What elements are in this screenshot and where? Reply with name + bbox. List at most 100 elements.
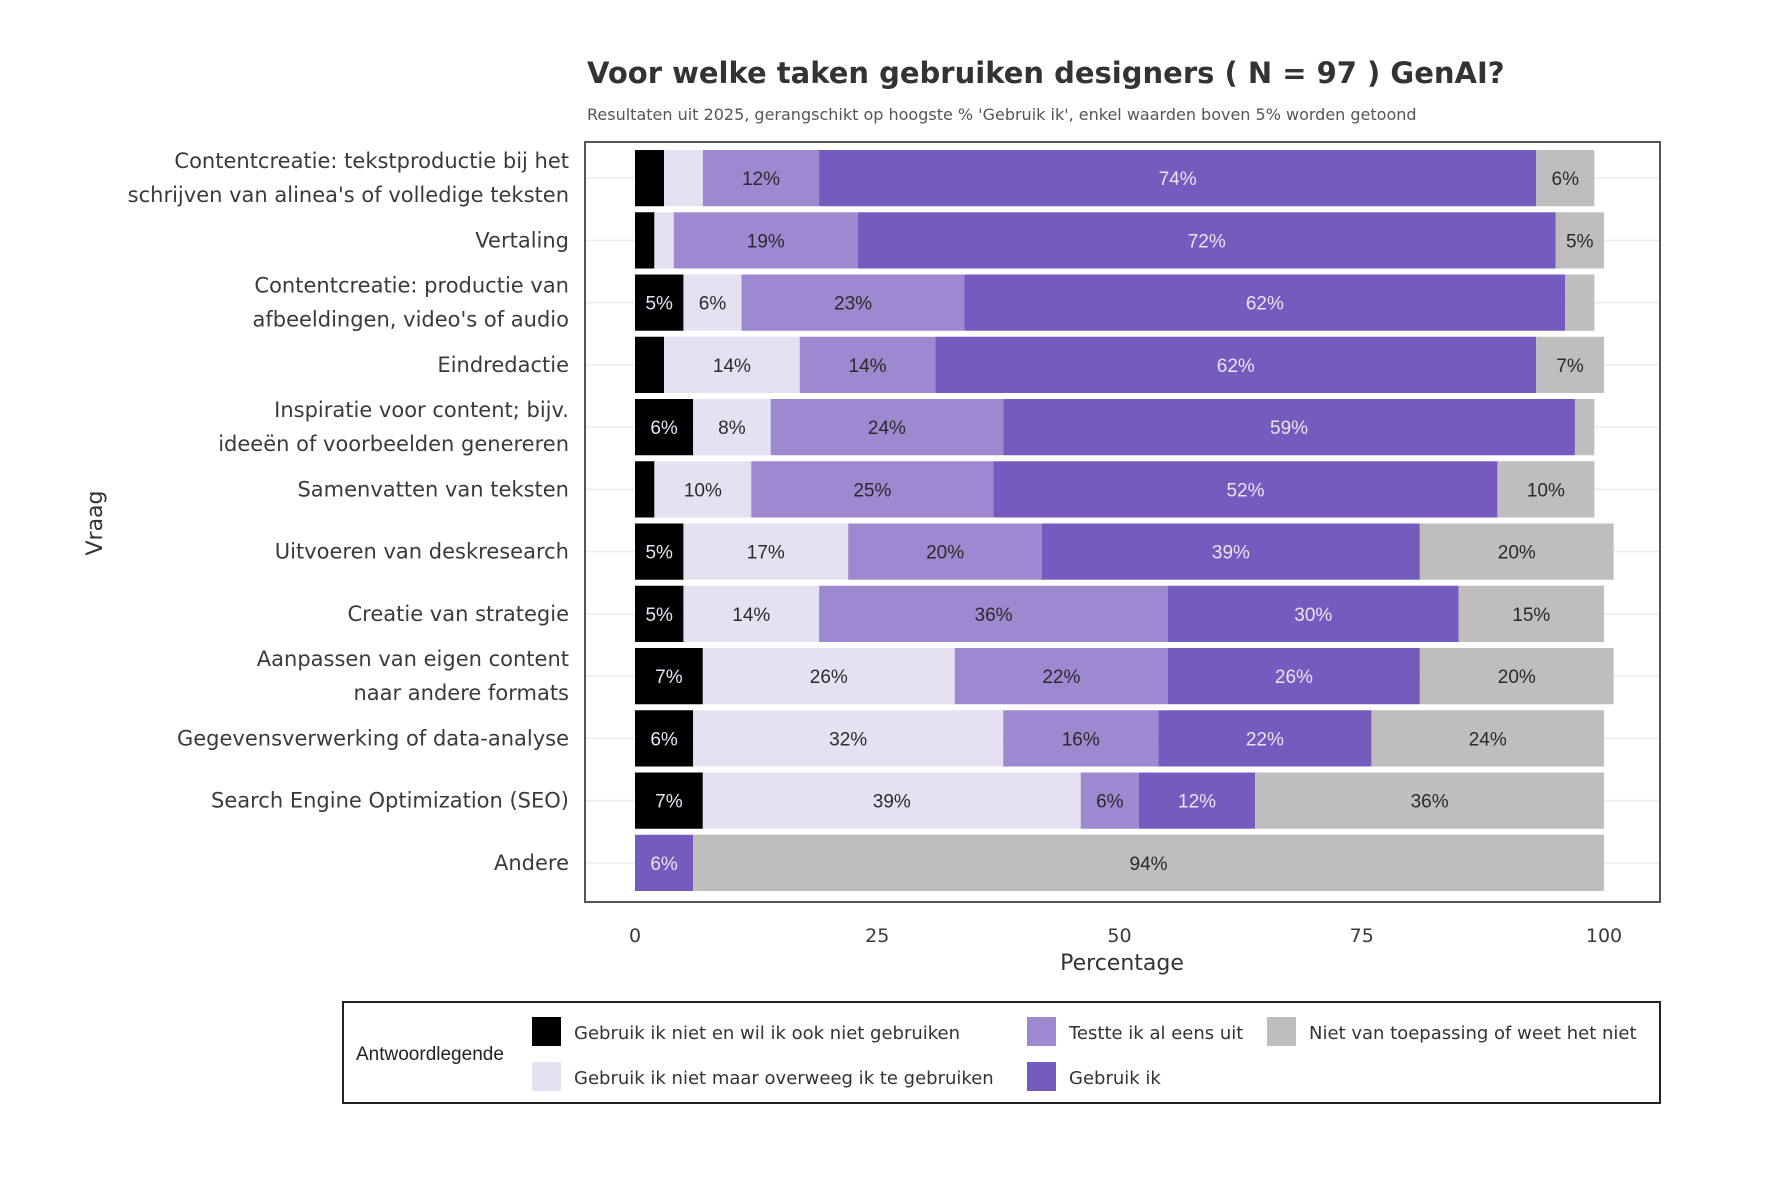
bar-segment-label: 26% bbox=[810, 667, 848, 688]
legend-label: Niet van toepassing of weet het niet bbox=[1309, 1023, 1637, 1044]
bar-segment-label: 17% bbox=[747, 543, 785, 564]
bar-segment bbox=[1458, 585, 1604, 642]
y-axis-label: Vertaling bbox=[475, 228, 569, 252]
y-axis-label: naar andere formats bbox=[353, 681, 569, 705]
legend-item: Niet van toepassing of weet het niet bbox=[1267, 1017, 1637, 1046]
bar-segment-label: 6% bbox=[1096, 792, 1124, 813]
bar-segment-label: 25% bbox=[853, 480, 891, 501]
bar-segment bbox=[1158, 710, 1372, 767]
bar-segment bbox=[993, 461, 1498, 518]
bar-segment bbox=[635, 585, 684, 642]
legend-item: Gebruik ik niet en wil ik ook niet gebru… bbox=[532, 1017, 960, 1046]
y-axis-label: ideeën of voorbeelden genereren bbox=[218, 432, 569, 456]
x-axis-title: Percentage bbox=[1060, 951, 1184, 976]
x-axis-ticks: 0 25 50 75 100 bbox=[629, 925, 1622, 947]
bar-segment bbox=[1255, 772, 1604, 829]
bar-segment-label: 5% bbox=[645, 543, 673, 564]
bar-segment-label: 72% bbox=[1188, 231, 1226, 252]
bar-segment bbox=[635, 399, 694, 456]
bar-segment bbox=[683, 274, 742, 331]
legend-label: Gebruik ik niet maar overweeg ik te gebr… bbox=[574, 1068, 994, 1089]
legend-item: Gebruik ik bbox=[1027, 1062, 1161, 1091]
legend-swatch bbox=[1267, 1017, 1296, 1046]
bar-segment bbox=[819, 585, 1168, 642]
legend: Antwoordlegende Gebruik ik niet en wil i… bbox=[342, 1001, 1661, 1104]
legend-swatch bbox=[1027, 1062, 1056, 1091]
legend-label: Testte ik al eens uit bbox=[1068, 1023, 1243, 1044]
bar-segment-label: 6% bbox=[650, 854, 678, 875]
legend-label: Gebruik ik bbox=[1069, 1068, 1161, 1089]
legend-swatch bbox=[532, 1017, 561, 1046]
bar-segment bbox=[635, 212, 655, 269]
bar-segment bbox=[751, 461, 994, 518]
bar-segment-label: 20% bbox=[1498, 543, 1536, 564]
bar-segment bbox=[1536, 150, 1595, 207]
bar-segment-label: 74% bbox=[1159, 169, 1197, 190]
bar-segment bbox=[635, 150, 665, 207]
chart-title: Voor welke taken gebruiken designers ( N… bbox=[587, 56, 1505, 90]
x-tick-label: 75 bbox=[1350, 925, 1374, 947]
x-tick-label: 25 bbox=[865, 925, 889, 947]
bar-segment-label: 14% bbox=[849, 356, 887, 377]
bar-segment bbox=[935, 336, 1537, 393]
bar-segment bbox=[1080, 772, 1139, 829]
bar-segment bbox=[683, 523, 849, 580]
bar-segment bbox=[654, 461, 752, 518]
y-axis-label: schrijven van alinea's of volledige teks… bbox=[128, 183, 569, 207]
legend-swatch bbox=[1027, 1017, 1056, 1046]
bar-segment-label: 62% bbox=[1217, 356, 1255, 377]
bar-segment bbox=[1041, 523, 1420, 580]
bar-segment bbox=[964, 274, 1566, 331]
bar-segment-label: 39% bbox=[873, 792, 911, 813]
y-axis-label: Contentcreatie: tekstproductie bij het bbox=[174, 149, 569, 173]
bar-segment bbox=[1003, 399, 1575, 456]
bar-segment-label: 30% bbox=[1294, 605, 1332, 626]
bar-segment bbox=[1138, 772, 1256, 829]
x-tick-label: 50 bbox=[1107, 925, 1131, 947]
y-axis-label: Andere bbox=[494, 851, 569, 875]
bar-segment-label: 62% bbox=[1246, 294, 1284, 315]
segment-labels-group: 12% 74% 6% 19% 72% 5% 5% 6% 23% 62% 14% 14% 62% 7% 6% 8… bbox=[645, 169, 1593, 875]
y-axis-label: Samenvatten van teksten bbox=[297, 477, 569, 501]
bar-segment bbox=[635, 710, 694, 767]
bar-segment bbox=[635, 336, 665, 393]
bar-segment bbox=[683, 585, 820, 642]
bar-segment-label: 24% bbox=[1469, 729, 1507, 750]
bar-segment-label: 20% bbox=[926, 543, 964, 564]
bar-segment bbox=[1167, 648, 1420, 705]
bar-segment bbox=[1555, 212, 1604, 269]
bar-segment-label: 10% bbox=[1527, 480, 1565, 501]
bar-segment bbox=[693, 710, 1004, 767]
bar-segment bbox=[1536, 336, 1604, 393]
bar-segment bbox=[635, 772, 703, 829]
bar-segment bbox=[1497, 461, 1595, 518]
bar-segment bbox=[673, 212, 858, 269]
bar-segment bbox=[1003, 710, 1159, 767]
bar-segment bbox=[635, 461, 655, 518]
bar-segment-label: 22% bbox=[1042, 667, 1080, 688]
bar-segment-label: 14% bbox=[713, 356, 751, 377]
bar-segment bbox=[635, 274, 684, 331]
bar-segment bbox=[702, 648, 955, 705]
bar-segment-label: 23% bbox=[834, 294, 872, 315]
bar-segment-label: 32% bbox=[829, 729, 867, 750]
bar-segment bbox=[1574, 399, 1595, 456]
bar-segment-label: 36% bbox=[975, 605, 1013, 626]
y-axis-label: Contentcreatie: productie van bbox=[254, 274, 569, 298]
bars-group bbox=[635, 150, 1614, 891]
bar-segment bbox=[702, 772, 1081, 829]
y-axis-label: afbeeldingen, video's of audio bbox=[252, 308, 569, 332]
bar-segment-label: 10% bbox=[684, 480, 722, 501]
bar-segment-label: 7% bbox=[655, 667, 683, 688]
legend-item: Testte ik al eens uit bbox=[1027, 1017, 1243, 1046]
x-tick-label: 0 bbox=[629, 925, 641, 947]
bar-segment-label: 19% bbox=[747, 231, 785, 252]
bar-segment-label: 7% bbox=[655, 792, 683, 813]
x-tick-label: 100 bbox=[1586, 925, 1622, 947]
bar-segment-label: 39% bbox=[1212, 543, 1250, 564]
y-axis-label: Eindredactie bbox=[437, 353, 569, 377]
bar-segment-label: 12% bbox=[1178, 792, 1216, 813]
bar-segment bbox=[1371, 710, 1604, 767]
bar-segment-label: 7% bbox=[1556, 356, 1584, 377]
bar-segment bbox=[635, 648, 703, 705]
